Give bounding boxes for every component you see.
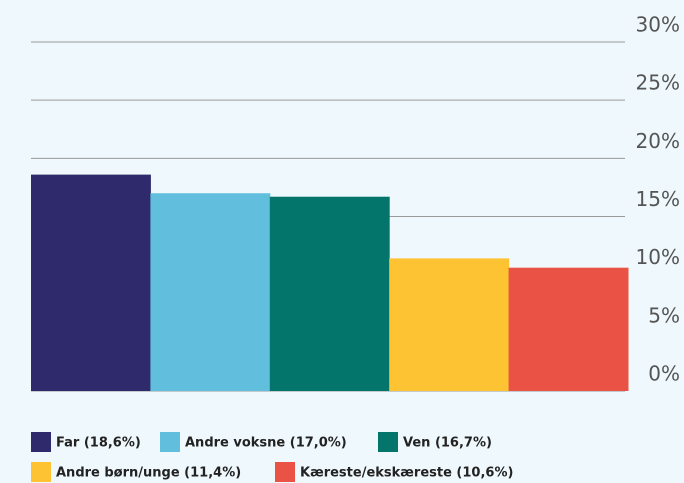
- y-tick-label: 20%: [636, 129, 680, 153]
- bar: [150, 193, 271, 391]
- bar: [269, 196, 390, 391]
- y-tick-label: 5%: [648, 303, 680, 327]
- y-tick-label: 10%: [636, 245, 680, 269]
- legend-swatch: [31, 432, 51, 452]
- y-tick-label: 15%: [636, 187, 680, 211]
- legend-label: Andre børn/unge (11,4%): [56, 466, 241, 481]
- y-tick-label: 30%: [636, 13, 680, 37]
- legend-swatch: [31, 462, 51, 482]
- bar: [31, 174, 151, 391]
- bar: [508, 267, 629, 391]
- legend-label: Far (18,6%): [56, 436, 141, 451]
- legend-swatch: [275, 462, 295, 482]
- y-tick-label: 25%: [636, 71, 680, 95]
- bar: [389, 258, 510, 391]
- legend-swatch: [160, 432, 180, 452]
- y-tick-label: 0%: [648, 362, 680, 386]
- legend-label: Ven (16,7%): [403, 436, 492, 451]
- legend-swatch: [378, 432, 398, 452]
- legend-label: Kæreste/ekskæreste (10,6%): [300, 466, 513, 481]
- legend-label: Andre voksne (17,0%): [185, 436, 347, 451]
